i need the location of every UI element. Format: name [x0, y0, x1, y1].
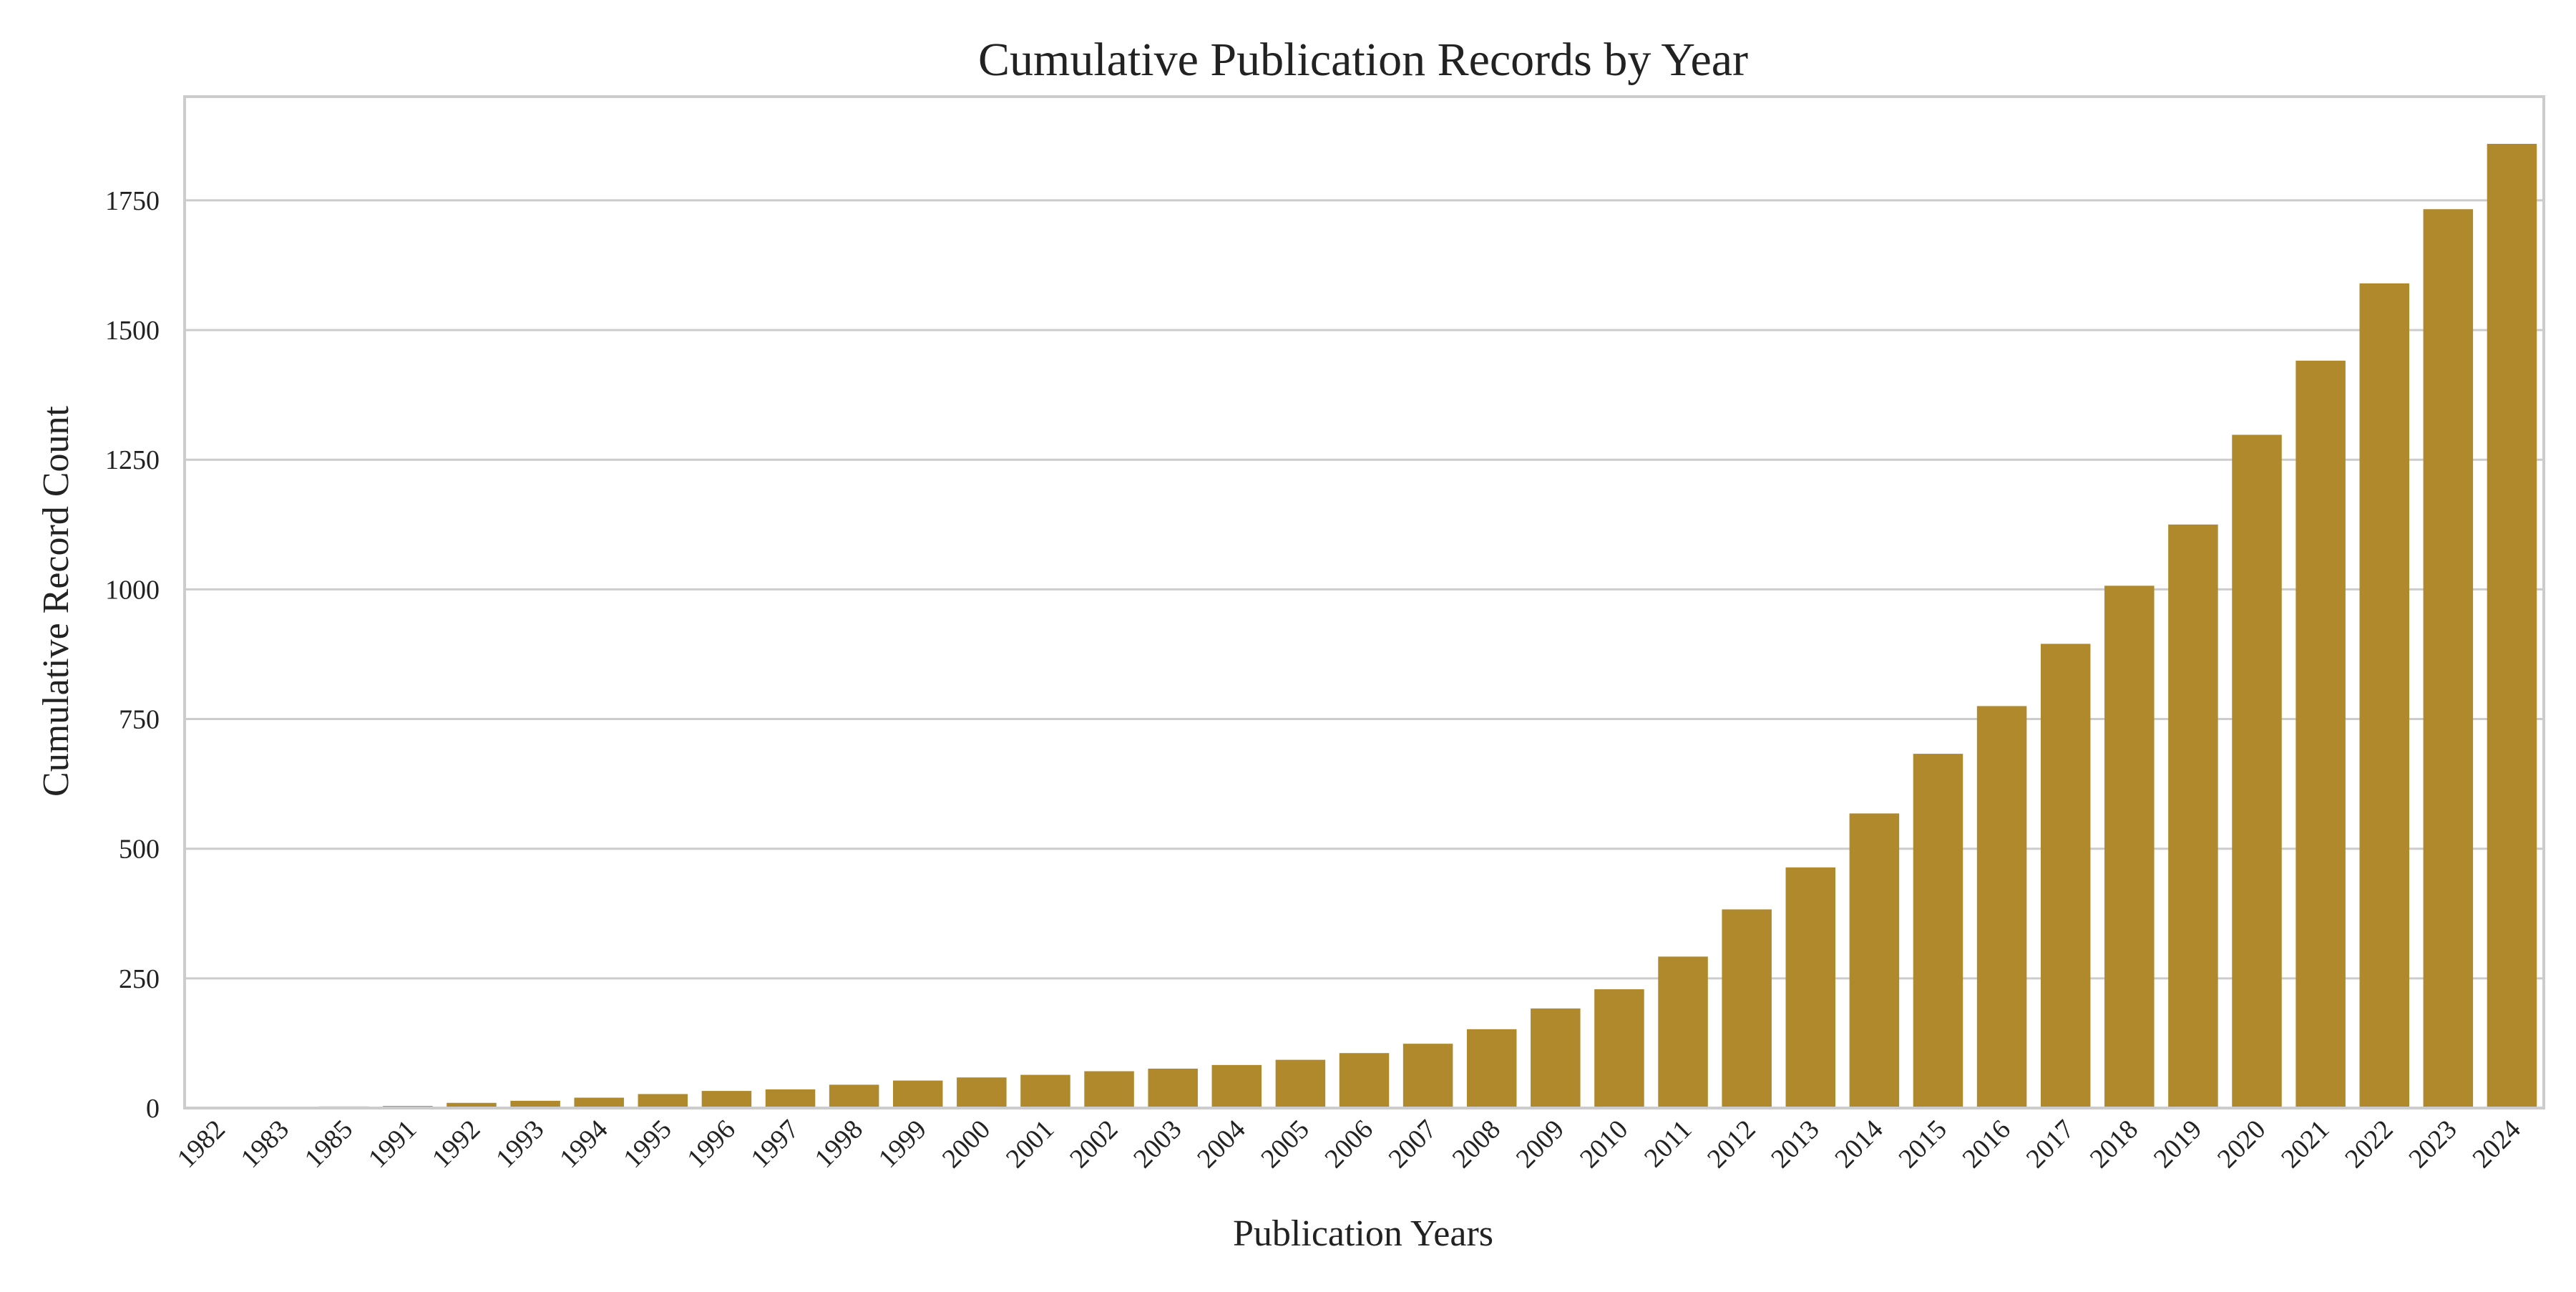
bar-2007: [1402, 1044, 1453, 1108]
bar-1999: [892, 1080, 943, 1108]
bar-2000: [957, 1077, 1007, 1108]
bar-2022: [2359, 283, 2409, 1108]
bar-2016: [1976, 706, 2027, 1108]
y-tick-label: 500: [119, 835, 160, 865]
bar-2023: [2423, 209, 2474, 1108]
bar-2012: [1722, 909, 1772, 1108]
y-tick-label: 1250: [105, 445, 160, 475]
chart-title: Cumulative Publication Records by Year: [978, 34, 1748, 86]
bar-2006: [1339, 1053, 1390, 1108]
bars: [191, 143, 2537, 1109]
bar-2011: [1658, 956, 1708, 1108]
bar-2014: [1849, 813, 1900, 1108]
plot-frame: [183, 95, 2545, 1109]
bar-2024: [2487, 143, 2537, 1109]
bar-1998: [829, 1084, 879, 1108]
y-tick-labels: 0 250 500 750 1000 1250 1500 1750: [105, 186, 160, 1124]
bar-1995: [638, 1094, 688, 1108]
y-tick-label: 1000: [105, 575, 160, 605]
bar-2018: [2104, 586, 2155, 1108]
bar-1996: [701, 1091, 752, 1108]
y-tick-label: 0: [146, 1094, 160, 1124]
bar-2021: [2296, 360, 2346, 1108]
bar-1997: [765, 1089, 816, 1108]
y-tick-label: 1750: [105, 186, 160, 216]
bar-2003: [1148, 1068, 1198, 1108]
bar-2004: [1211, 1064, 1262, 1108]
bar-1993: [510, 1100, 560, 1108]
bar-2015: [1913, 754, 1963, 1108]
y-tick-label: 250: [119, 964, 160, 994]
y-tick-label: 750: [119, 705, 160, 735]
y-tick-label: 1500: [105, 316, 160, 346]
bar-1992: [447, 1102, 497, 1108]
bar-2017: [2040, 643, 2091, 1108]
bar-2002: [1084, 1071, 1134, 1108]
x-axis-label: Publication Years: [1233, 1213, 1493, 1254]
y-axis-label: Cumulative Record Count: [36, 405, 77, 796]
bar-2020: [2232, 434, 2282, 1108]
bar-2009: [1531, 1008, 1581, 1108]
bar-2010: [1594, 989, 1644, 1108]
bar-2005: [1275, 1059, 1326, 1108]
bar-2019: [2168, 524, 2218, 1108]
bar-2013: [1785, 867, 1836, 1108]
bar-2001: [1020, 1074, 1070, 1108]
bar-2008: [1466, 1029, 1517, 1108]
bar-1994: [574, 1097, 624, 1108]
